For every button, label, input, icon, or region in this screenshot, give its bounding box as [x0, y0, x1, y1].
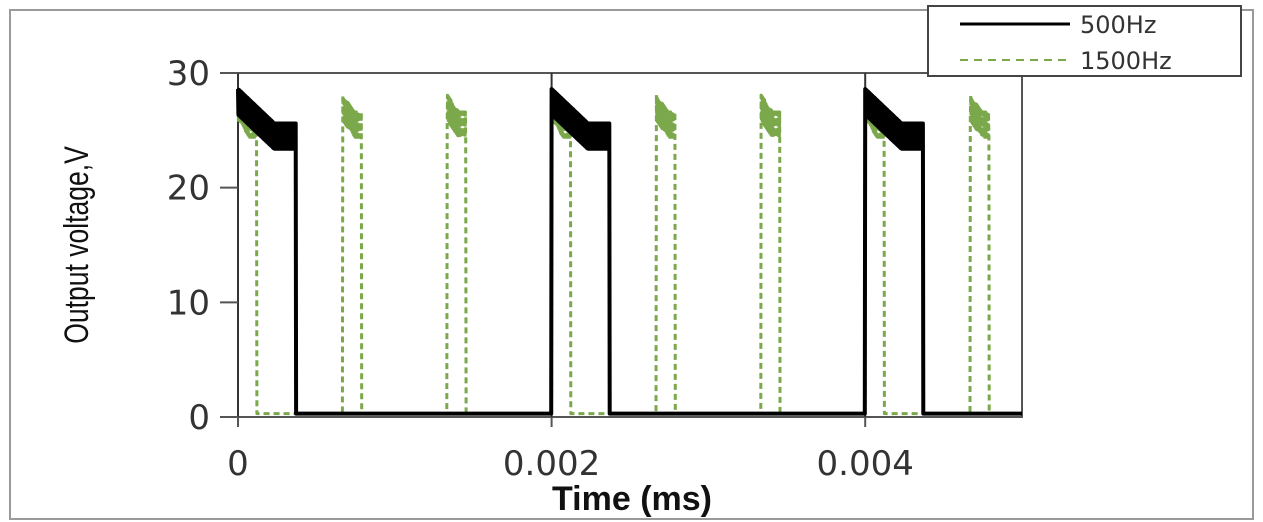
y-axis-ticks: 0 10 20 30 [167, 54, 238, 438]
x-tick-label: 0 [227, 444, 249, 484]
y-axis-title: Output voltage,V [58, 146, 96, 344]
legend-label: 1500Hz [1080, 47, 1172, 75]
legend-box [927, 5, 1242, 77]
x-axis-title: Time (ms) [552, 480, 712, 518]
legend-label: 500Hz [1080, 11, 1156, 39]
y-tick-label: 10 [167, 283, 210, 323]
image-border [9, 9, 1254, 520]
legend: 500Hz 1500Hz [927, 5, 1242, 77]
y-tick-label: 0 [188, 398, 210, 438]
series-layer [236, 87, 1024, 416]
x-axis-ticks: 0 0.002 0.004 [227, 417, 914, 484]
series-line-500hz [236, 87, 1024, 416]
y-tick-label: 30 [167, 54, 210, 94]
x-tick-label: 0.004 [817, 444, 914, 484]
x-tick-label: 0.002 [503, 444, 600, 484]
y-tick-label: 20 [167, 169, 210, 209]
